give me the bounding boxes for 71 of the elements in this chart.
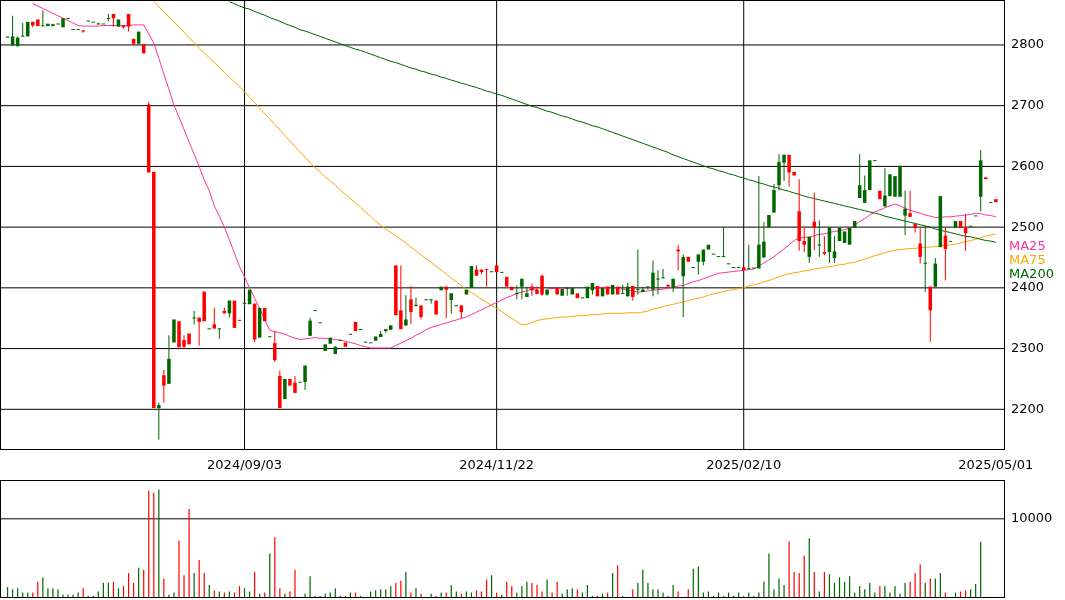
x-tick-label: 2025/02/10	[706, 457, 782, 472]
candlestick	[767, 214, 771, 228]
candlestick	[162, 369, 166, 404]
candlestick	[116, 19, 121, 27]
candlestick	[373, 336, 378, 341]
candlestick	[525, 286, 529, 298]
candlestick	[953, 221, 958, 228]
candlestick	[515, 284, 519, 300]
candlestick	[409, 285, 413, 325]
y-tick-label: 2500	[1011, 218, 1045, 234]
candlestick	[414, 297, 418, 307]
candlestick	[323, 344, 327, 352]
candlestick	[842, 231, 847, 243]
x-tick-label: 2024/11/22	[459, 457, 535, 472]
candlestick	[283, 378, 287, 399]
candlestick	[530, 283, 534, 297]
candlestick	[434, 300, 438, 315]
candlestick	[303, 365, 307, 391]
candlestick	[449, 292, 454, 314]
candlestick	[832, 235, 837, 264]
candlestick	[636, 249, 640, 296]
candlestick	[878, 190, 882, 200]
candlestick	[404, 294, 408, 327]
candlestick	[172, 319, 176, 343]
y-tick-label: 2300	[1011, 340, 1045, 356]
candlestick	[157, 402, 161, 441]
candlestick	[883, 167, 887, 207]
text: MA200	[1009, 265, 1054, 281]
candlestick	[217, 328, 222, 340]
candlestick	[908, 190, 912, 218]
candlestick	[666, 284, 670, 287]
candlestick	[510, 286, 514, 291]
candlestick	[10, 15, 15, 47]
candlestick	[787, 154, 791, 187]
y-tick-label: 2400	[1011, 279, 1045, 295]
candlestick	[958, 221, 963, 228]
y-tick-label: 2700	[1011, 97, 1045, 113]
candlestick	[918, 227, 922, 265]
candlestick	[484, 268, 489, 288]
x-tick-label: 2025/05/01	[958, 457, 1034, 472]
candlestick	[792, 171, 796, 176]
candlestick	[494, 265, 499, 273]
candlestick	[273, 330, 277, 363]
candlestick	[852, 221, 857, 228]
candlestick	[983, 177, 988, 180]
candlestick	[212, 307, 217, 330]
series-label: MA75	[1009, 251, 1046, 267]
candlestick	[444, 286, 448, 319]
candlestick	[822, 235, 827, 256]
line-series	[153, 0, 997, 326]
candlestick	[913, 223, 917, 234]
candlestick	[20, 22, 25, 37]
candlestick	[994, 199, 998, 203]
candlestick	[570, 287, 575, 295]
x-tick-label: 2024/09/03	[207, 457, 283, 472]
candlestick	[681, 253, 685, 318]
candlestick	[439, 286, 443, 291]
candlestick	[661, 268, 665, 279]
candlestick	[903, 190, 907, 236]
candlestick	[308, 317, 312, 337]
candlestick	[696, 253, 701, 275]
candlestick	[560, 289, 564, 296]
text: 10000	[1011, 510, 1053, 526]
y-tick-label: 2800	[1011, 36, 1045, 52]
candlestick	[802, 226, 806, 253]
candlestick	[772, 183, 776, 214]
series-label: MA25	[1009, 237, 1046, 253]
candlestick	[192, 310, 196, 325]
y-tick-label: 2200	[1011, 400, 1045, 416]
candlestick	[152, 171, 156, 409]
y-tick-label: 2600	[1011, 157, 1045, 173]
